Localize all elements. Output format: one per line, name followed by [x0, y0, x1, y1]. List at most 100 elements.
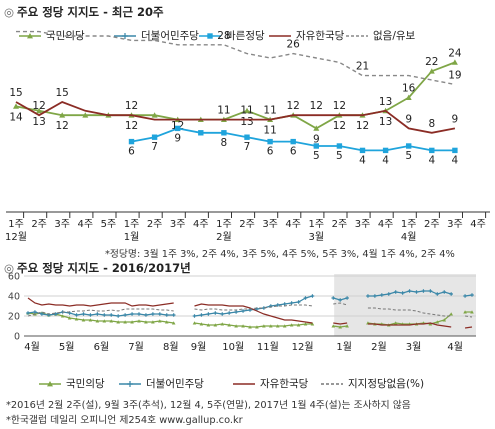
- chart2-point-0: [192, 321, 197, 325]
- chart2-line-3: [367, 307, 452, 317]
- chart1-data-label: 12: [310, 100, 323, 112]
- chart1-point-0: [451, 59, 458, 65]
- chart1-week-label: 3주: [447, 219, 463, 230]
- chart2-point-0: [144, 320, 148, 324]
- chart2-point-0: [234, 324, 238, 328]
- chart1-data-label: 11: [263, 125, 276, 137]
- chart2-title: ◎ 주요 정당 지지도 - 2016/2017년: [4, 261, 191, 275]
- chart1-data-label: 19: [448, 69, 461, 81]
- chart2-point-0: [338, 325, 342, 329]
- chart2-point-0: [393, 321, 398, 325]
- chart1-week-label: 1주: [309, 219, 325, 230]
- chart2-point-1: [296, 300, 301, 304]
- chart1-data-label: 6: [267, 146, 274, 158]
- chart1-data-label: 26: [287, 39, 301, 51]
- chart1-legend-swatch-1: [114, 32, 136, 39]
- chart1-legend-label-2: 바른정당: [226, 30, 265, 42]
- chart2-legend-item-0: 국민의당: [38, 376, 105, 391]
- chart1-data-label: 7: [244, 141, 251, 153]
- chart1-data-label: 14: [9, 111, 23, 123]
- chart1-point-2: [336, 143, 343, 149]
- chart1-legend-label-3: 자유한국당: [296, 30, 345, 42]
- chart2-legend-item-3: 지지정당없음(%): [320, 376, 424, 391]
- chart1-series-3: [15, 101, 456, 134]
- chart1-note: *정당명: 3월 1주 3%, 2주 4%, 3주 5%, 4주 5%, 5주 …: [105, 249, 455, 260]
- chart2-point-0: [449, 312, 453, 316]
- chart2-point-0: [241, 324, 245, 328]
- chart1-week-label: 1주: [216, 219, 232, 230]
- chart2-point-0: [102, 319, 107, 323]
- chart2-legend-label-0: 국민의당: [66, 378, 105, 390]
- chart2-point-0: [227, 323, 231, 327]
- chart2-point-1: [109, 313, 114, 317]
- chart2-point-0: [130, 320, 134, 324]
- chart2-point-1: [303, 296, 308, 300]
- chart1-data-label: 8: [428, 118, 435, 130]
- chart1-legend-item-3: 자유한국당: [268, 28, 344, 43]
- chart1-week-label: 4주: [285, 219, 301, 230]
- chart1-month-label: 4월: [401, 231, 417, 243]
- chart1-data-label: 9: [313, 133, 320, 145]
- chart2-point-1: [26, 311, 30, 315]
- chart1-data-label: 12: [333, 120, 346, 132]
- chart2-month-label: 4월: [24, 341, 40, 353]
- chart1-point-2: [175, 125, 181, 132]
- chart2-line-3: [333, 302, 348, 306]
- chart1-data-label: 21: [356, 61, 369, 73]
- chart2-point-0: [303, 322, 308, 326]
- chart2-point-0: [262, 324, 266, 328]
- chart1-data-label: 9: [452, 113, 459, 125]
- chart1-month-label: 3월: [309, 231, 325, 243]
- chart2-point-1: [234, 310, 238, 314]
- chart1-data-label: 15: [56, 87, 69, 99]
- chart1-data-label: 5: [336, 150, 343, 162]
- chart2-legend-item-2: 자유한국당: [232, 376, 308, 391]
- chart1-week-label: 4주: [470, 219, 486, 230]
- chart2-point-0: [463, 310, 467, 314]
- chart1-point-2: [221, 130, 227, 136]
- chart1-data-label: 11: [217, 105, 230, 117]
- chart1-point-2: [244, 134, 250, 140]
- chart1-data-label: 12: [56, 120, 69, 132]
- chart1-point-2: [429, 147, 435, 154]
- chart2-legend-item-1: 더불어민주당: [118, 376, 204, 391]
- chart2-legend-swatch-2: [233, 382, 255, 385]
- chart2-point-0: [137, 319, 141, 323]
- chart1-month-label: 2월: [216, 231, 232, 243]
- chart2-plot: 0 20 40 60 4월 5월 6월 7월 8월 9월 10월 11월 12월 1월 2월 3월 4월: [8, 272, 476, 353]
- chart1-point-0: [82, 112, 89, 118]
- chart1-point-2: [128, 138, 135, 145]
- chart1-data-label: 7: [151, 141, 158, 153]
- chart1-data-label: 12: [32, 100, 45, 112]
- chart1-data-label: 12: [333, 100, 346, 112]
- chart1-data-label: 24: [448, 47, 462, 59]
- chart2-point-1: [144, 313, 148, 317]
- chart1-week-label: 3주: [54, 219, 70, 230]
- chart2-month-label: 2월: [371, 341, 387, 353]
- chart2-point-0: [275, 324, 280, 328]
- chart2-point-1: [275, 303, 280, 307]
- chart2-point-1: [116, 314, 120, 318]
- chart2-point-0: [428, 322, 433, 326]
- chart1-week-label: 1주: [124, 219, 140, 230]
- chart2-point-0: [164, 320, 169, 324]
- chart2-point-1: [53, 312, 58, 316]
- chart2-line-3: [464, 315, 473, 318]
- chart2-point-1: [206, 312, 211, 316]
- chart2-point-0: [60, 314, 65, 318]
- chart1-point-0: [13, 103, 19, 109]
- chart2-point-0: [74, 317, 79, 321]
- chart1-point-0: [405, 94, 412, 100]
- chart2-point-0: [109, 319, 114, 323]
- chart2-month-label: 1월: [336, 341, 352, 353]
- chart2-point-1: [74, 313, 79, 317]
- chart1-point-0: [428, 68, 435, 74]
- chart1-legend-swatch-2: [199, 32, 221, 39]
- chart1-point-2: [267, 138, 273, 145]
- chart2-highlight-region: [334, 274, 476, 336]
- chart2-point-1: [345, 296, 349, 300]
- chart2-point-1: [373, 294, 377, 298]
- chart1-data-label: 5: [405, 150, 412, 162]
- chart1-data-label: 9: [174, 132, 181, 144]
- chart1-point-0: [36, 107, 43, 114]
